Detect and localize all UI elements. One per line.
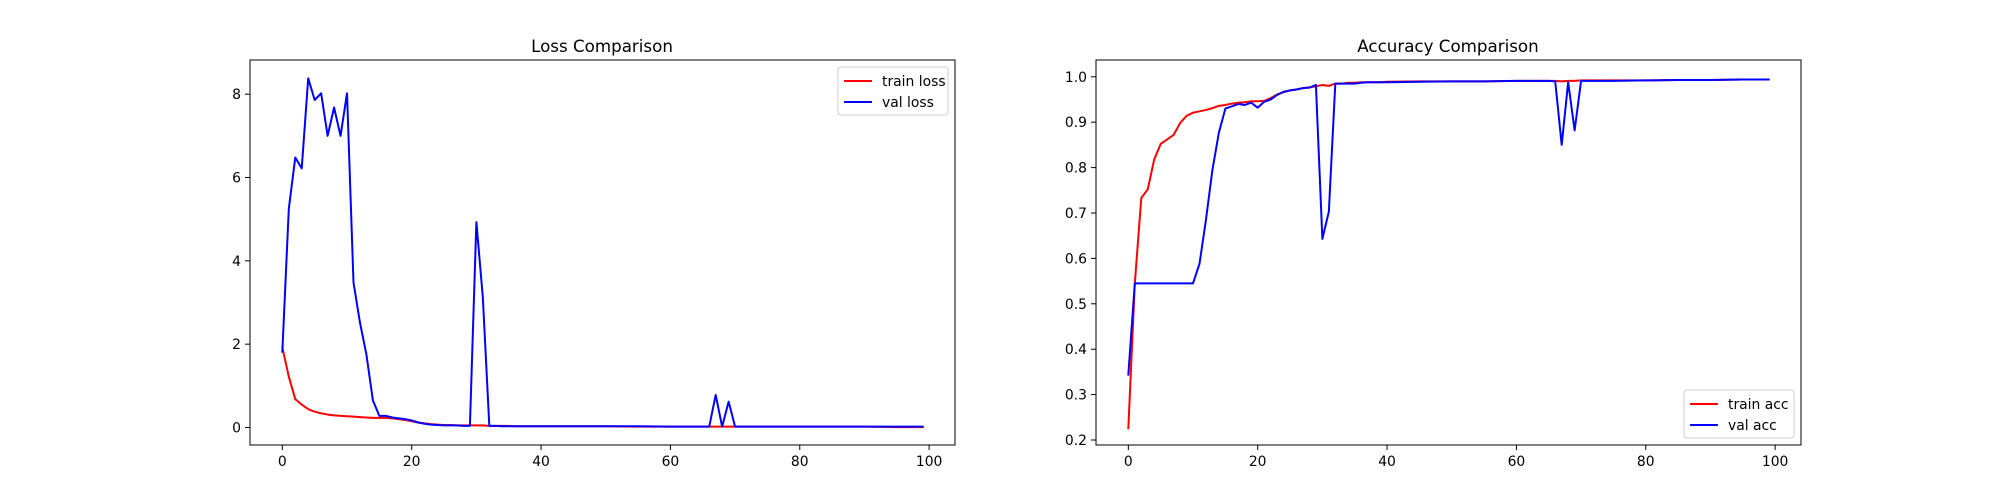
loss-axis-ticks: 0 20 40 60 80 100 0 2 4 6 8: [232, 87, 942, 470]
accuracy-legend-train-label: train acc: [1728, 397, 1789, 413]
loss-legend-train-label: train loss: [882, 74, 946, 90]
loss-chart-panel: Loss Comparison 0 20 40 60 80 100 0 2 4 6 8 train …: [232, 36, 956, 470]
accuracy-axes-frame: [1095, 59, 1802, 446]
accuracy-x-tick-label: 0: [1124, 454, 1133, 470]
accuracy-legend-val-label: val acc: [1728, 418, 1777, 434]
accuracy-series-val-line: [1127, 78, 1770, 376]
loss-y-tick-label: 8: [232, 87, 241, 103]
loss-x-tick-label: 60: [662, 454, 680, 470]
accuracy-chart-panel: Accuracy Comparison 0 20 40 60 80 100 0.2 0.3 0.…: [1065, 36, 1802, 470]
loss-x-tick-label: 40: [532, 454, 550, 470]
accuracy-y-tick-label: 0.3: [1065, 388, 1087, 404]
loss-legend: train loss val loss: [837, 66, 949, 116]
loss-y-tick-label: 0: [232, 421, 241, 437]
accuracy-y-tick-label: 0.6: [1065, 251, 1087, 267]
loss-series-val-line: [281, 77, 924, 428]
loss-x-tick-label: 20: [403, 454, 421, 470]
loss-x-tick-label: 100: [916, 454, 943, 470]
loss-x-tick-label: 80: [791, 454, 809, 470]
loss-y-tick-label: 6: [232, 171, 241, 187]
accuracy-x-tick-label: 100: [1762, 454, 1789, 470]
loss-axes-frame: [249, 59, 956, 446]
accuracy-legend: train acc val acc: [1683, 389, 1795, 439]
accuracy-plot-area: [1127, 78, 1770, 430]
accuracy-y-tick-label: 0.7: [1065, 206, 1087, 222]
accuracy-y-tick-label: 0.9: [1065, 115, 1087, 131]
accuracy-y-tick-label: 1.0: [1065, 70, 1087, 86]
accuracy-chart-title: Accuracy Comparison: [1357, 36, 1538, 56]
accuracy-x-tick-label: 40: [1378, 454, 1396, 470]
accuracy-y-tick-label: 0.4: [1065, 342, 1087, 358]
accuracy-y-tick-label: 0.2: [1065, 433, 1087, 449]
loss-y-tick-label: 2: [232, 337, 241, 353]
loss-chart-title: Loss Comparison: [531, 36, 673, 56]
loss-plot-area: [281, 77, 924, 429]
accuracy-x-tick-label: 60: [1508, 454, 1526, 470]
loss-y-tick-label: 4: [232, 254, 241, 270]
accuracy-axis-ticks: 0 20 40 60 80 100 0.2 0.3 0.4 0.5 0.6 0.7 0.8 0.9 1.0: [1065, 70, 1788, 470]
accuracy-x-tick-label: 20: [1249, 454, 1267, 470]
accuracy-y-tick-label: 0.5: [1065, 297, 1087, 313]
accuracy-y-tick-label: 0.8: [1065, 161, 1087, 177]
accuracy-x-tick-label: 80: [1637, 454, 1655, 470]
loss-legend-val-label: val loss: [882, 95, 934, 111]
loss-x-tick-label: 0: [278, 454, 287, 470]
